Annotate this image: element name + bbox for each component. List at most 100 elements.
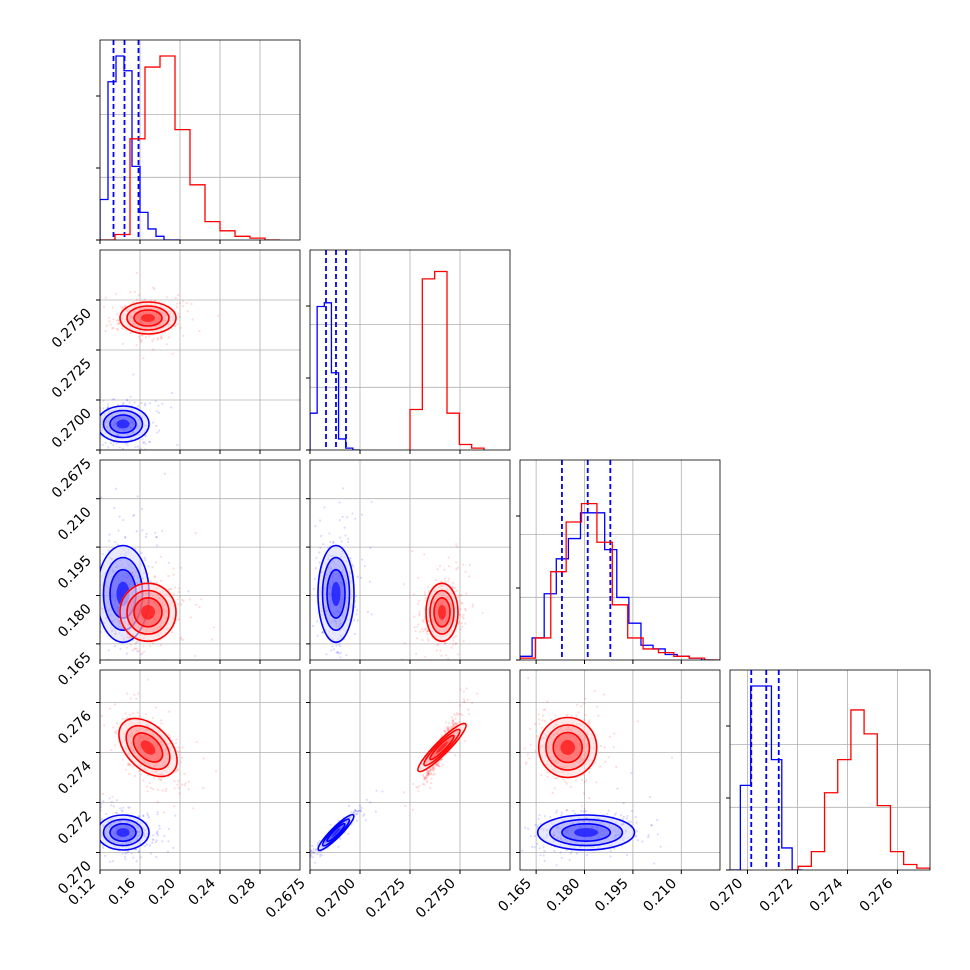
- scatter-point: [312, 851, 316, 854]
- scatter-point: [102, 463, 104, 465]
- scatter-point: [450, 726, 454, 729]
- scatter-point: [447, 577, 450, 580]
- scatter-point: [147, 565, 150, 568]
- scatter-point: [320, 850, 323, 853]
- scatter-point: [124, 588, 128, 591]
- scatter-point: [92, 571, 94, 573]
- panel-content: [520, 670, 720, 870]
- scatter-point: [342, 679, 344, 681]
- scatter-point: [122, 518, 125, 522]
- panel-frame: [99, 249, 301, 451]
- scatter-point: [140, 773, 143, 776]
- scatter-point: [90, 826, 92, 828]
- scatter-point: [137, 454, 139, 456]
- scatter-point: [462, 617, 465, 620]
- scatter-point: [537, 817, 540, 820]
- scatter-point: [134, 848, 137, 851]
- scatter-point: [125, 398, 128, 401]
- scatter-point: [114, 599, 117, 603]
- scatter-point: [464, 607, 467, 611]
- scatter-point: [111, 860, 115, 863]
- scatter-point: [173, 325, 176, 328]
- scatter-point: [364, 819, 367, 822]
- scatter-point: [555, 809, 559, 812]
- scatter-point: [356, 619, 359, 622]
- scatter-point: [145, 570, 148, 574]
- scatter-point: [119, 647, 122, 650]
- scatter-point: [173, 780, 176, 783]
- scatter-point: [104, 329, 107, 333]
- scatter-point: [88, 400, 90, 402]
- scatter-point: [168, 734, 171, 737]
- scatter-point: [131, 572, 134, 575]
- scatter-point: [418, 599, 421, 603]
- scatter-point: [98, 825, 100, 827]
- panel-content: [520, 460, 720, 660]
- scatter-point: [459, 712, 462, 716]
- scatter-point: [433, 766, 436, 769]
- scatter-point: [136, 650, 139, 653]
- scatter-point: [152, 348, 155, 351]
- scatter-point: [144, 435, 147, 438]
- contour-series-0: [331, 581, 341, 607]
- scatter-point: [125, 851, 128, 854]
- scatter-point: [116, 799, 119, 802]
- scatter-point: [106, 406, 110, 409]
- scatter-point: [170, 406, 173, 409]
- scatter-point: [100, 630, 102, 634]
- scatter-point: [402, 583, 405, 586]
- x-tick-label: 0.2725: [363, 876, 409, 922]
- scatter-point: [176, 293, 180, 297]
- scatter-point: [103, 724, 106, 727]
- scatter-point: [620, 813, 623, 817]
- scatter-point: [175, 302, 178, 305]
- scatter-point: [174, 771, 177, 774]
- scatter-point: [127, 762, 130, 765]
- scatter-point: [181, 783, 184, 786]
- panel-3-2: 0.165 0.180 0.195 0.210: [495, 669, 721, 915]
- scatter-point: [355, 810, 358, 813]
- scatter-point: [321, 630, 324, 633]
- scatter-point: [140, 339, 143, 342]
- scatter-point: [135, 530, 138, 533]
- scatter-point: [116, 319, 119, 322]
- scatter-point: [137, 877, 139, 879]
- scatter-point: [94, 827, 96, 829]
- scatter-point: [439, 649, 442, 652]
- scatter-point: [95, 577, 97, 579]
- scatter-point: [114, 744, 117, 747]
- scatter-point: [634, 835, 637, 838]
- scatter-point: [72, 809, 74, 811]
- scatter-point: [549, 816, 552, 819]
- scatter-point: [316, 634, 319, 637]
- scatter-point: [160, 579, 163, 583]
- x-tick-label: 0.2750: [413, 876, 459, 922]
- scatter-point: [336, 651, 340, 654]
- scatter-point: [121, 717, 124, 720]
- scatter-point: [115, 487, 118, 490]
- scatter-point: [126, 576, 129, 579]
- scatter-point: [455, 723, 458, 726]
- scatter-point: [427, 769, 430, 772]
- scatter-point: [120, 809, 123, 812]
- scatter-point: [112, 443, 115, 446]
- scatter-point: [338, 652, 341, 655]
- scatter-point: [133, 774, 136, 778]
- scatter-point: [115, 729, 118, 732]
- scatter-point: [112, 318, 115, 321]
- scatter-point: [311, 850, 314, 854]
- scatter-point: [112, 327, 115, 330]
- scatter-point: [607, 809, 610, 812]
- scatter-point: [312, 587, 315, 591]
- scatter-point: [102, 399, 105, 402]
- scatter-point: [455, 723, 458, 726]
- scatter-point: [424, 776, 427, 779]
- scatter-point: [104, 441, 107, 444]
- scatter-point: [315, 556, 318, 560]
- scatter-point: [447, 565, 451, 568]
- scatter-point: [430, 768, 433, 771]
- scatter-point: [177, 312, 180, 315]
- scatter-point: [152, 286, 155, 289]
- scatter-point: [93, 844, 95, 846]
- scatter-point: [471, 603, 474, 606]
